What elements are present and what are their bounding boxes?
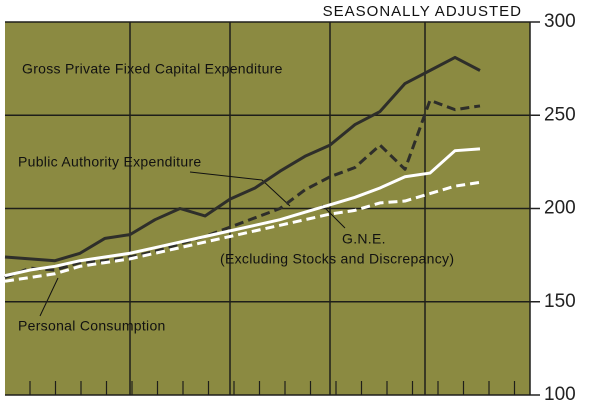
series-label: Public Authority Expenditure	[18, 154, 202, 170]
subtitle: SEASONALLY ADJUSTED	[323, 3, 522, 20]
leader-line	[39, 277, 59, 317]
annotation: (Excluding Stocks and Discrepancy)	[220, 251, 454, 267]
series-label: G.N.E.	[342, 231, 386, 247]
series-line	[4, 180, 481, 283]
y-tick-label: 100	[544, 384, 576, 405]
x-minor-ticks	[29, 381, 516, 395]
y-tick-label: 250	[544, 104, 576, 125]
series-line	[4, 147, 481, 278]
leader-line	[189, 171, 291, 207]
series-line	[4, 55, 481, 263]
y-tick-label: 200	[544, 198, 576, 219]
series-label: Personal Consumption	[18, 318, 166, 334]
y-tick-label: 300	[544, 11, 576, 32]
series-line	[4, 98, 481, 279]
y-tick-label: 150	[544, 291, 576, 312]
series-label: Gross Private Fixed Capital Expenditure	[22, 61, 283, 77]
